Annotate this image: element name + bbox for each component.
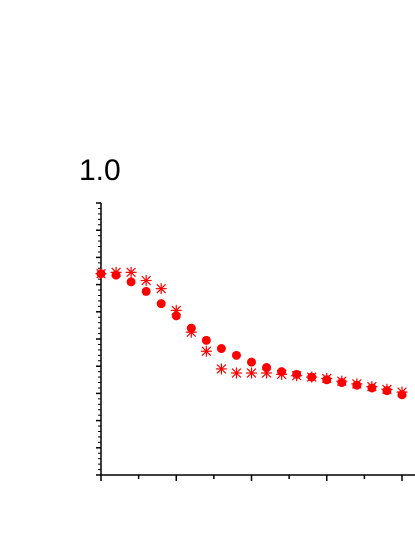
data-point-circle	[352, 380, 362, 390]
data-point-circle	[307, 372, 317, 382]
data-points	[95, 266, 408, 400]
data-point-asterisk	[155, 283, 167, 295]
data-point-circle	[277, 367, 287, 377]
data-point-circle	[111, 270, 121, 280]
data-point-circle	[96, 269, 106, 279]
data-point-circle	[141, 286, 151, 296]
data-point-circle	[216, 344, 226, 354]
data-point-circle	[367, 383, 377, 393]
data-point-circle	[337, 378, 347, 388]
data-point-asterisk	[230, 367, 242, 379]
data-point-asterisk	[246, 367, 257, 379]
data-point-circle	[262, 363, 272, 373]
data-point-circle	[171, 311, 181, 321]
y-axis-max-label: 1.0	[79, 154, 121, 187]
data-point-circle	[292, 369, 302, 379]
data-point-circle	[126, 277, 136, 287]
data-point-circle	[322, 375, 332, 385]
data-point-circle	[186, 323, 196, 333]
data-point-asterisk	[125, 266, 137, 278]
data-point-circle	[397, 390, 407, 400]
data-point-circle	[201, 335, 211, 345]
data-point-circle	[382, 386, 392, 396]
data-point-asterisk	[200, 345, 212, 357]
data-point-asterisk	[215, 363, 227, 375]
axes	[96, 202, 415, 481]
data-point-asterisk	[140, 275, 152, 287]
data-point-circle	[231, 350, 241, 360]
data-point-circle	[156, 299, 166, 309]
data-point-circle	[247, 357, 256, 367]
